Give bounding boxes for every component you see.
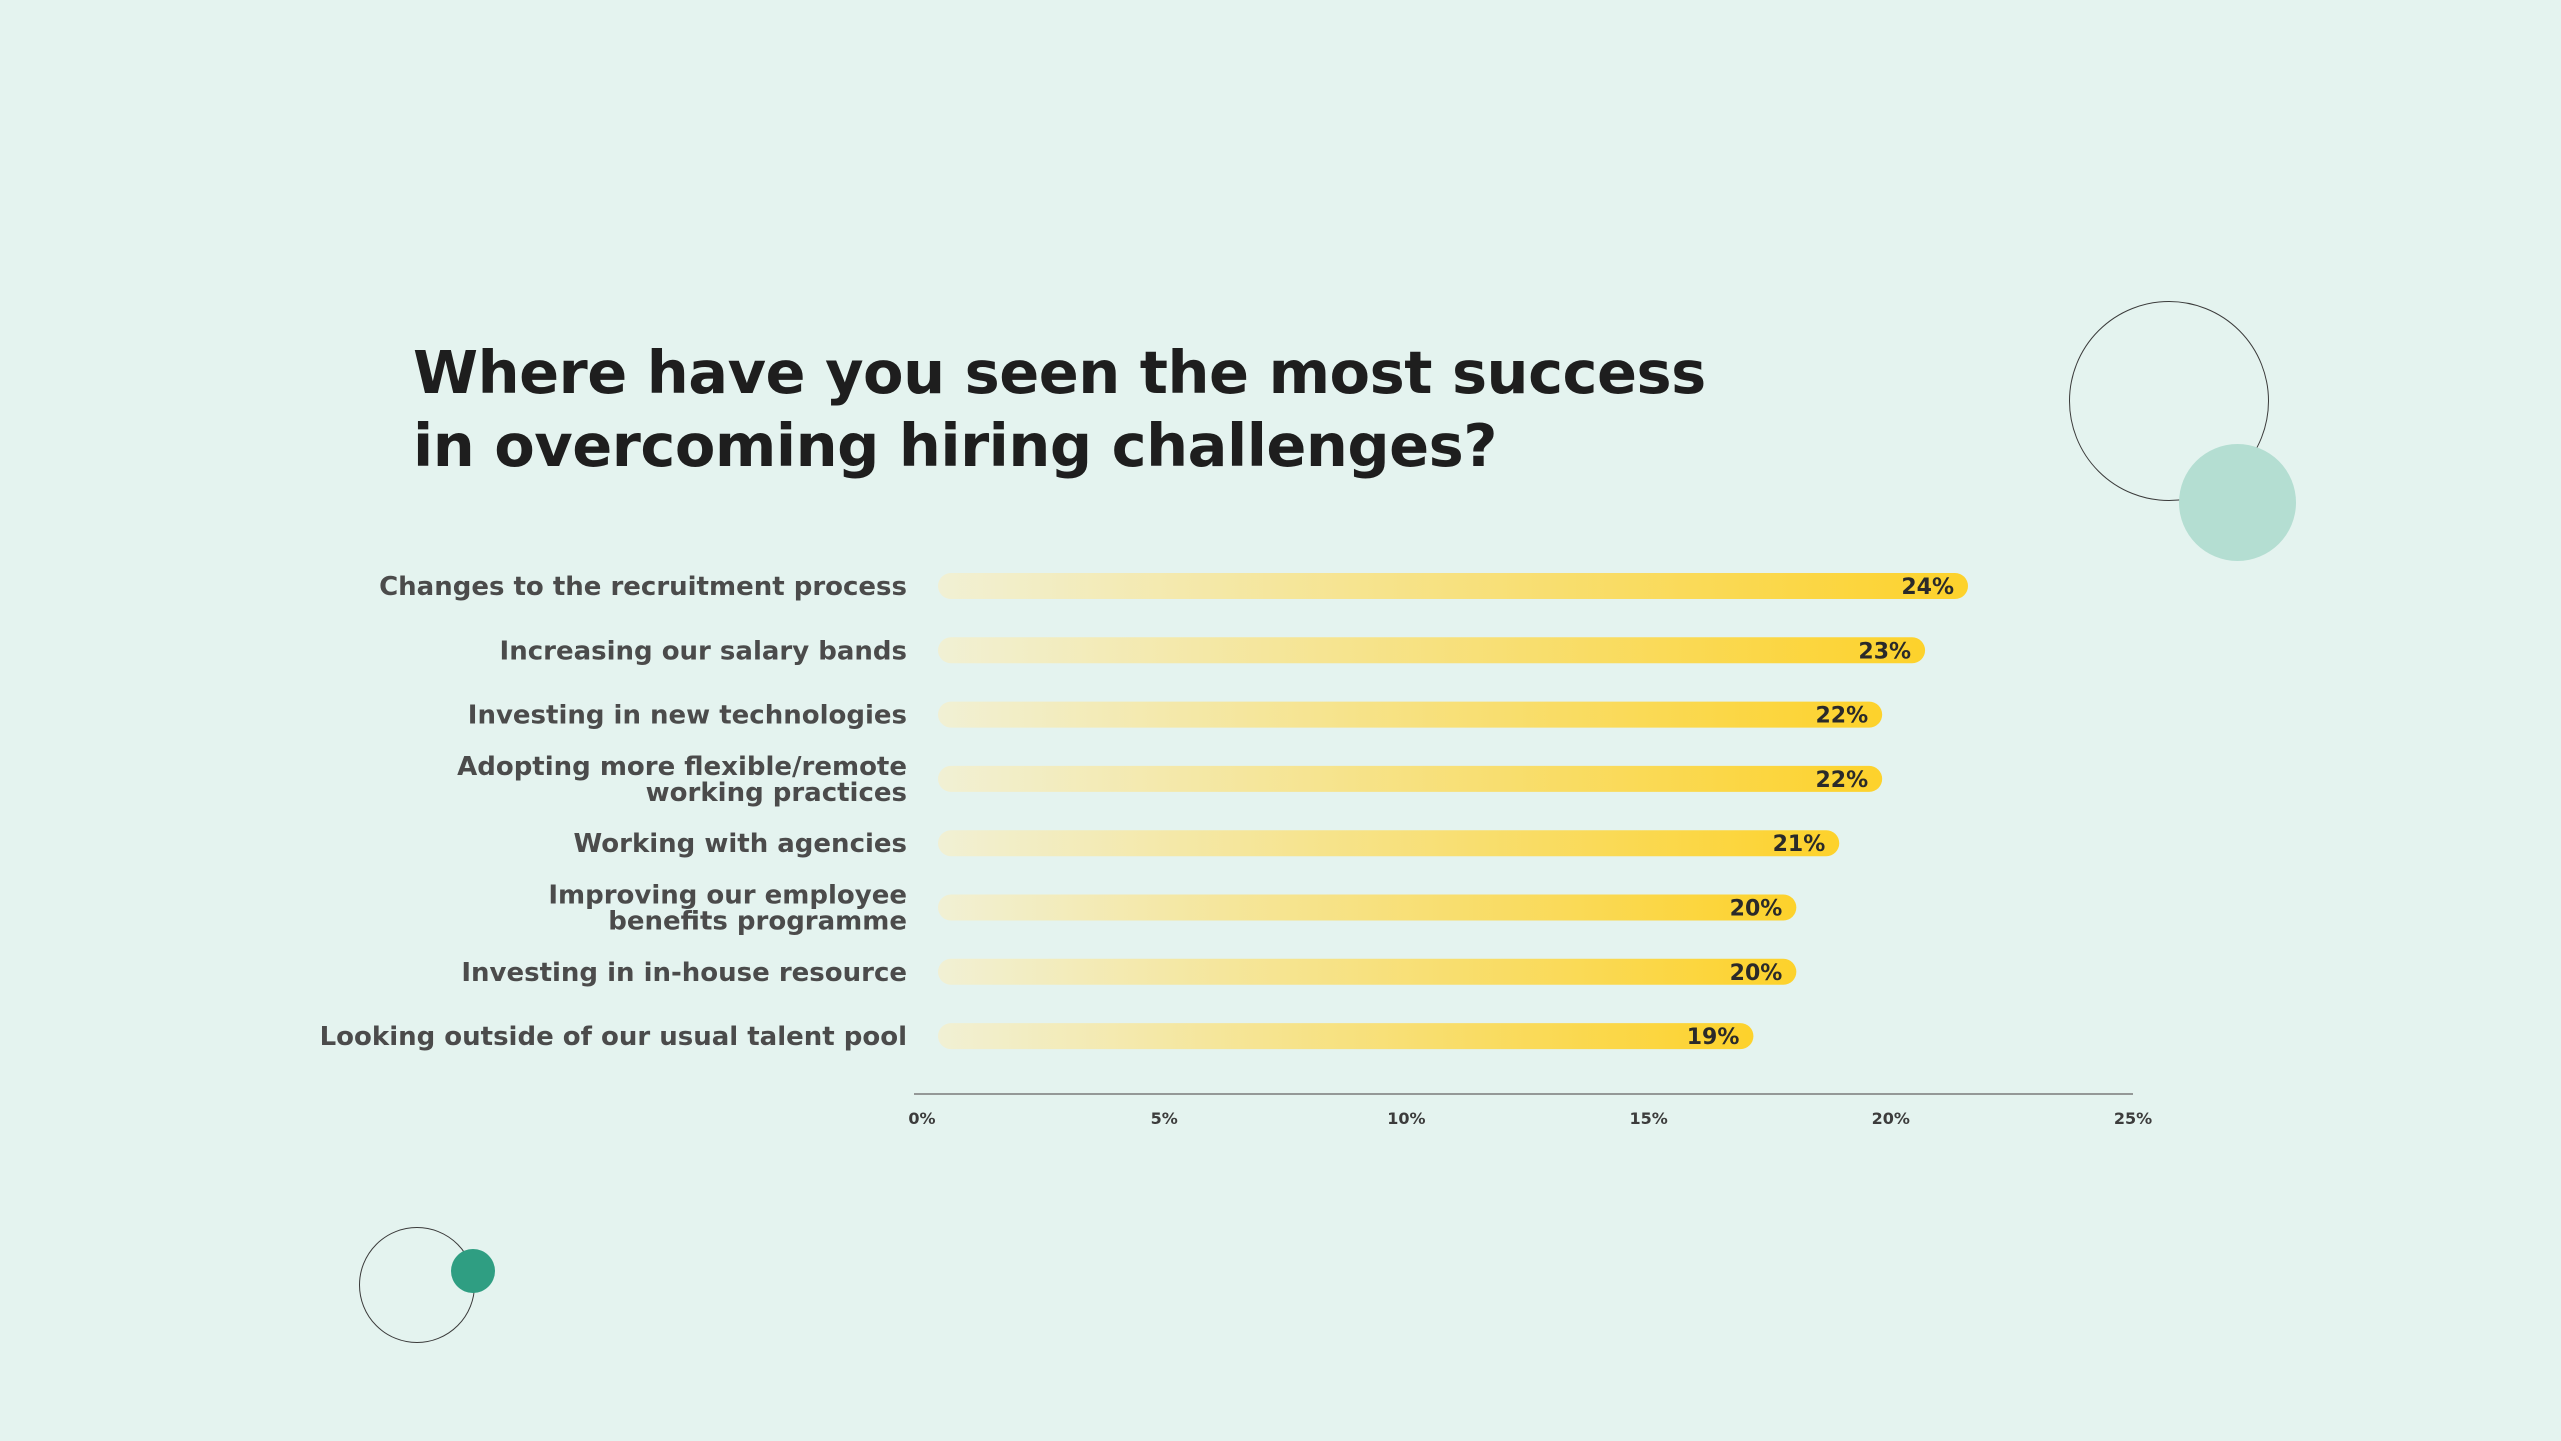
bar xyxy=(938,637,1926,664)
bar-value-label: 19% xyxy=(1687,1025,1740,1050)
bar xyxy=(938,894,1797,921)
bar-row: 24% Changes to the recruitment process xyxy=(379,572,1968,602)
category-label-line: Working with agencies xyxy=(574,829,907,859)
bar-row: 20% Improving our employee benefits progra… xyxy=(548,881,1797,937)
decorative-ring xyxy=(2069,301,2269,501)
bar-row: 21% Working with agencies xyxy=(574,829,1840,859)
category-label-line: Changes to the recruitment process xyxy=(379,572,907,602)
category-label-line: benefits programme xyxy=(608,907,907,937)
bar-row: 22% Investing in new technologies xyxy=(468,701,1883,731)
category-label: Looking outside of our usual talent pool xyxy=(320,1022,907,1052)
bar-row: 20% Investing in in-house resource xyxy=(461,958,1797,988)
bar-value-label: 23% xyxy=(1858,639,1911,664)
category-label: Investing in in-house resource xyxy=(461,958,907,988)
bar xyxy=(938,573,1968,599)
category-label-line: Increasing our salary bands xyxy=(500,636,907,666)
bar-value-label: 21% xyxy=(1773,832,1826,857)
bar-value-label: 20% xyxy=(1730,961,1783,986)
bar-value-label: 24% xyxy=(1901,575,1954,600)
bar-value-label: 20% xyxy=(1730,897,1783,922)
x-tick-label: 20% xyxy=(1872,1109,1910,1128)
bar-row: 22% Adopting more flexible/remote working … xyxy=(457,752,1883,808)
chart-title: Where have you seen the most success in … xyxy=(413,338,1706,480)
bar-row: 19% Looking outside of our usual talent p… xyxy=(320,1022,1754,1052)
category-label-line: Investing in in-house resource xyxy=(461,958,907,988)
bar xyxy=(938,1023,1754,1050)
bar-row: 23% Increasing our salary bands xyxy=(500,636,1926,666)
category-label: Changes to the recruitment process xyxy=(379,572,907,602)
category-label: Increasing our salary bands xyxy=(500,636,907,666)
bar-value-label: 22% xyxy=(1815,704,1868,729)
category-label-line: Improving our employee xyxy=(548,881,907,911)
x-axis: 0% 5% 10% 15% 20% 25% xyxy=(908,1093,2152,1128)
x-tick-label: 15% xyxy=(1629,1109,1667,1128)
category-label: Working with agencies xyxy=(574,829,907,859)
bar-value-label: 22% xyxy=(1815,768,1868,793)
category-label-line: Adopting more flexible/remote xyxy=(457,752,907,782)
x-tick-label: 10% xyxy=(1387,1109,1425,1128)
category-label: Improving our employee benefits programme xyxy=(548,881,907,937)
x-tick-label: 0% xyxy=(908,1109,935,1128)
category-label-line: Looking outside of our usual talent pool xyxy=(320,1022,907,1052)
bars-group: 24% Changes to the recruitment process 23%… xyxy=(320,572,1968,1052)
bar xyxy=(938,830,1840,857)
bar xyxy=(938,958,1797,985)
decorative-disc xyxy=(2179,444,2296,561)
x-tick-label: 5% xyxy=(1151,1109,1178,1128)
category-label-line: Investing in new technologies xyxy=(468,701,907,731)
category-label: Investing in new technologies xyxy=(468,701,907,731)
decorative-disc-small xyxy=(451,1249,495,1293)
category-label-line: working practices xyxy=(646,778,907,808)
category-label: Adopting more flexible/remote working pra… xyxy=(457,752,907,808)
bar xyxy=(938,765,1883,792)
x-tick-label: 25% xyxy=(2114,1109,2152,1128)
bar xyxy=(938,701,1883,728)
